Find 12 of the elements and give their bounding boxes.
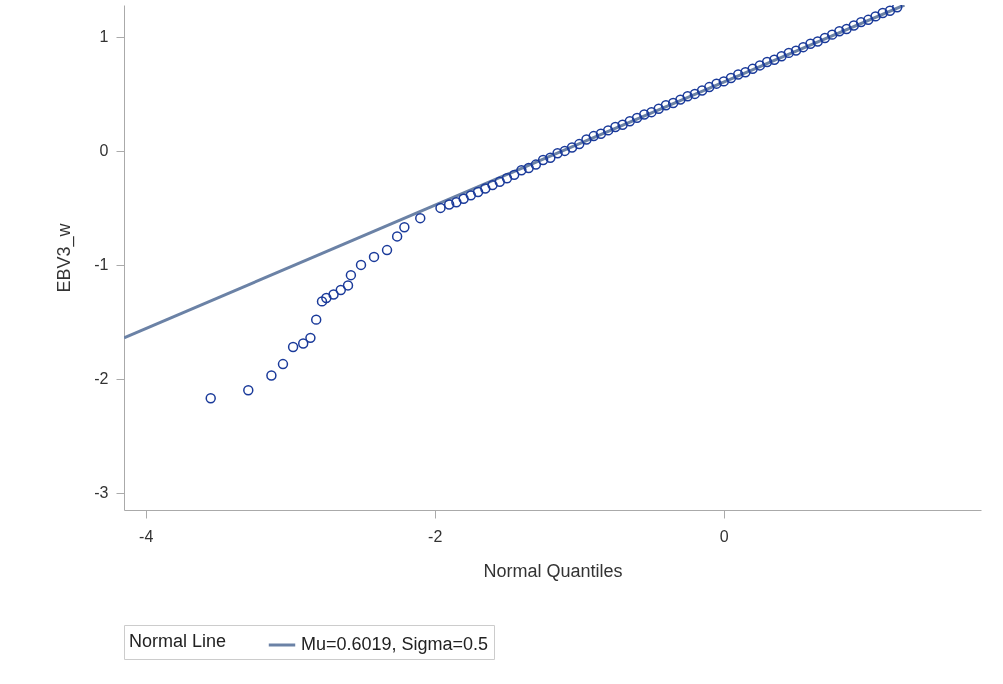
x-tick-label: 0 — [719, 527, 729, 545]
legend-title: Normal Line — [129, 631, 227, 651]
x-axis-title: Normal Quantiles — [483, 560, 623, 581]
legend-label: Mu=0.6019, Sigma=0.5 — [301, 634, 489, 654]
y-tick-label: -3 — [94, 484, 109, 502]
y-tick-label: -2 — [94, 370, 109, 388]
x-tick-label: -4 — [139, 527, 154, 545]
y-tick-label: 1 — [99, 28, 109, 46]
x-tick-label: -2 — [428, 527, 443, 545]
y-axis-title: EBV3_w — [54, 222, 76, 293]
y-tick-label: -1 — [94, 256, 109, 274]
y-tick-label: 0 — [99, 142, 109, 160]
